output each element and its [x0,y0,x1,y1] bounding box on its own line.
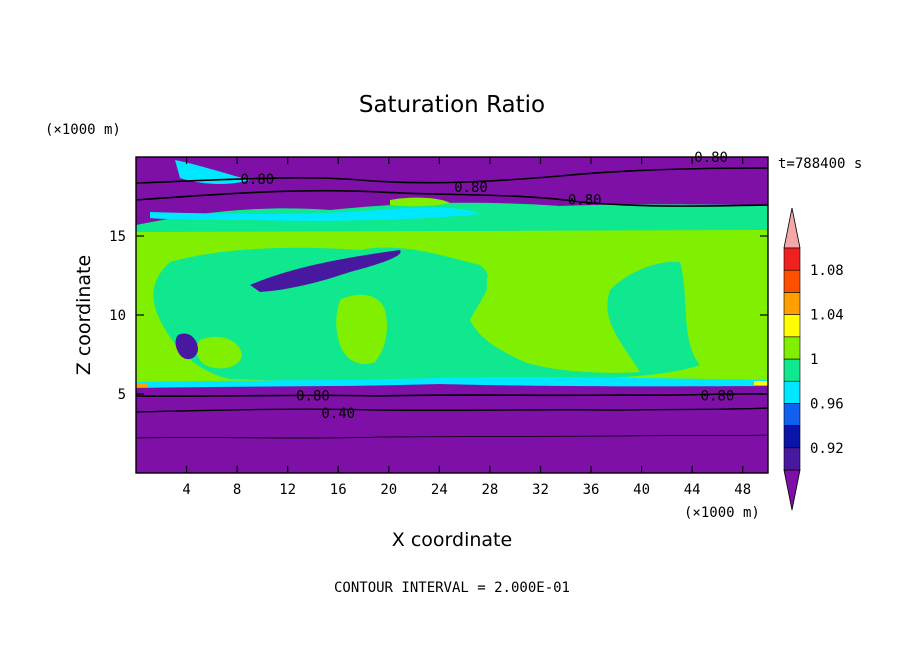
dry-streak [250,250,401,292]
colorbar-label: 1.08 [810,263,844,279]
y-axis: 5 10 15 [109,229,768,403]
chart-title: Saturation Ratio [359,92,545,118]
contour-lower-1 [136,392,768,398]
x-tick-label: 4 [182,482,190,498]
x-tick-label: 12 [279,482,296,498]
colorbar-bin [783,447,801,471]
cloud-base-edge [136,376,768,388]
y-units-label: (×1000 m) [45,122,121,138]
contour-upper-2 [136,189,768,207]
colorbar-bin [783,425,801,449]
upper-moist-band [136,202,768,234]
colorbar-label: 0.92 [810,441,844,457]
y-axis-label: Z coordinate [73,255,95,375]
x-tick-label: 28 [481,482,498,498]
y-tick-label: 10 [109,308,126,324]
contour-label: 0.80 [568,193,602,209]
colorbar-label: 0.96 [810,396,844,412]
x-tick-label: 8 [233,482,241,498]
y-tick-label: 15 [109,229,126,245]
contour-upper-1 [136,167,768,184]
x-units-label: (×1000 m) [684,505,760,521]
colorbar-max-triangle [783,207,801,249]
contour-label: 0.80 [694,150,728,166]
y-tick-label: 5 [118,387,126,403]
cloud-patch-c [196,336,242,369]
x-tick-label: 44 [684,482,701,498]
contour-labels: 0.80 0.800.800.800.800.400.80 [240,150,735,422]
x-axis: 4 8 12 16 20 24 28 32 36 40 44 48 [182,157,751,498]
x-tick-label: 36 [583,482,600,498]
colorbar-label: 1 [810,352,818,368]
colorbar-min-triangle [783,469,801,511]
colorbar-bin [783,358,801,382]
colorbar: 0.92 0.96 1 1.04 1.08 [783,207,844,511]
colorbar-bin [783,314,801,338]
colorbar-label: 1.04 [810,308,844,324]
upper-green-streak [390,197,450,207]
colorbar-bin [783,380,801,404]
colorbar-bin [783,269,801,293]
dry-blob [175,333,198,360]
cloud-base-orange [136,383,148,387]
cloud-base-yellow [754,381,768,385]
x-tick-label: 48 [734,482,751,498]
x-tick-label: 24 [431,482,448,498]
time-label: t=788400 s [778,156,862,172]
colorbar-bin [783,247,801,271]
colorbar-bin [783,403,801,426]
x-tick-label: 20 [380,482,397,498]
contour-label: 0.80 [240,172,274,188]
colorbar-bin [783,292,801,315]
x-tick-label: 32 [532,482,549,498]
colorbar-bin [783,336,801,360]
contour-lines [136,167,768,439]
cloud-patch-a [336,294,387,365]
contour-lower-3 [136,434,768,439]
contour-label: 0.80 [701,389,735,405]
contour-label: 0.40 [321,406,355,422]
contour-label: 0.80 [296,389,330,405]
contour-lower-2 [136,407,768,413]
x-tick-label: 40 [633,482,650,498]
upper-cyan-band [150,207,480,221]
saturation-field [136,157,768,473]
contour-interval-note: CONTOUR INTERVAL = 2.000E-01 [334,580,570,596]
top-cyan-wisp [175,160,250,184]
contour-label: 0.80 [454,180,488,196]
x-tick-label: 16 [330,482,347,498]
x-axis-label: X coordinate [392,529,512,551]
cloud-patch-b [486,265,584,331]
